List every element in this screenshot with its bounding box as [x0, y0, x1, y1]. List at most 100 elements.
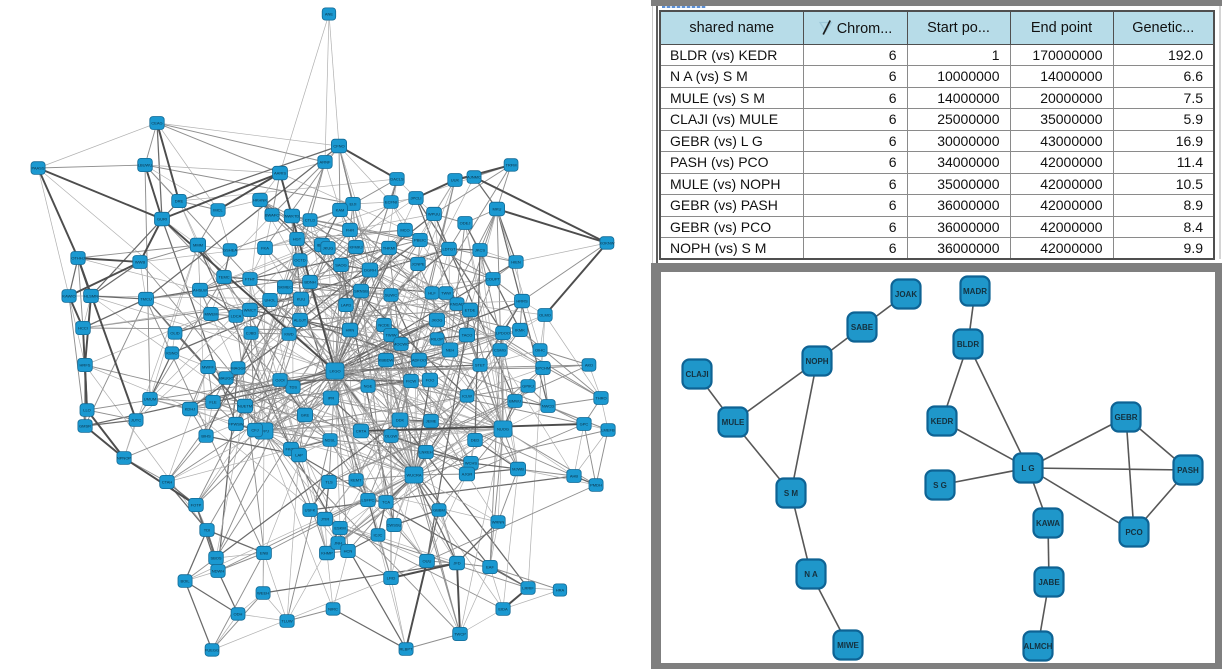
svg-text:TWW: TWW	[441, 291, 451, 296]
svg-text:MADR: MADR	[963, 287, 987, 296]
svg-text:LBUWU: LBUWU	[138, 163, 153, 168]
svg-text:LKGO: LKGO	[329, 369, 340, 374]
svg-text:THKMI: THKMI	[383, 246, 395, 251]
svg-text:KEMT: KEMT	[350, 478, 362, 483]
svg-text:AHB: AHB	[570, 474, 579, 479]
svg-text:NDWH: NDWH	[212, 569, 225, 574]
svg-text:WWB: WWB	[135, 260, 146, 265]
svg-text:ODEJ: ODEJ	[460, 221, 471, 226]
svg-text:KHMP: KHMP	[321, 551, 333, 556]
svg-text:THRO: THRO	[595, 396, 606, 401]
svg-text:PCO: PCO	[1125, 528, 1142, 537]
svg-text:TLUW: TLUW	[281, 619, 293, 624]
svg-text:USFK: USFK	[305, 508, 316, 513]
svg-text:KDHJ: KDHJ	[185, 407, 195, 412]
svg-text:SABE: SABE	[851, 323, 874, 332]
svg-text:PASH: PASH	[1177, 466, 1199, 475]
svg-text:TACO: TACO	[462, 333, 473, 338]
svg-text:CTAH: CTAH	[162, 480, 173, 485]
svg-text:MULE: MULE	[722, 418, 745, 427]
svg-text:KNDAD: KNDAD	[450, 302, 464, 307]
svg-text:TRFM: TRFM	[505, 163, 516, 168]
svg-text:KSNO: KSNO	[166, 351, 177, 356]
svg-text:L G: L G	[1021, 464, 1034, 473]
svg-text:CSMG: CSMG	[494, 348, 506, 353]
svg-text:EAF: EAF	[486, 565, 494, 570]
svg-text:NIRC: NIRC	[328, 607, 338, 612]
svg-text:LPDOO: LPDOO	[496, 331, 510, 336]
svg-text:GPC: GPC	[580, 422, 589, 427]
svg-text:FUEGG: FUEGG	[205, 648, 219, 653]
svg-text:IPR: IPR	[328, 396, 335, 401]
svg-text:JUTC: JUTC	[131, 418, 141, 423]
svg-text:SAOG: SAOG	[335, 263, 347, 268]
svg-text:DGRH: DGRH	[364, 268, 376, 273]
svg-text:ALGJT: ALGJT	[294, 318, 307, 323]
svg-text:TLS: TLS	[325, 480, 333, 485]
svg-text:NPNOP: NPNOP	[117, 456, 132, 461]
svg-text:ODH: ODH	[234, 612, 243, 617]
svg-text:FOO: FOO	[426, 378, 435, 383]
svg-text:BWAFC: BWAFC	[265, 213, 279, 218]
svg-text:HRA: HRA	[556, 588, 565, 593]
svg-text:NUETM: NUETM	[238, 404, 252, 409]
svg-text:LFID: LFID	[387, 576, 396, 581]
svg-text:LAPD: LAPD	[341, 303, 352, 308]
svg-text:UUK: UUK	[451, 178, 460, 183]
svg-text:MIWE: MIWE	[837, 641, 859, 650]
svg-text:TCA: TCA	[382, 500, 390, 505]
svg-text:JABE: JABE	[1038, 578, 1060, 587]
svg-text:GSHEA: GSHEA	[223, 248, 237, 253]
svg-text:HRN: HRN	[346, 328, 355, 333]
svg-text:JKOG: JKOG	[432, 318, 443, 323]
svg-text:AKD: AKD	[585, 363, 593, 368]
svg-text:ICLW: ICLW	[462, 394, 472, 399]
svg-text:JEME: JEME	[426, 419, 437, 424]
svg-text:KAM: KAM	[336, 208, 345, 213]
svg-text:TWIW: TWIW	[385, 333, 396, 338]
svg-text:GMSR: GMSR	[79, 424, 91, 429]
svg-text:NWCD: NWCD	[542, 404, 555, 409]
svg-text:FICW: FICW	[406, 379, 416, 384]
svg-text:NWKTD: NWKTD	[285, 214, 300, 219]
svg-text:CTLD: CTLD	[305, 218, 316, 223]
svg-text:NUOG: NUOG	[497, 427, 509, 432]
svg-text:MKU: MKU	[493, 207, 502, 212]
svg-text:MAGGI: MAGGI	[231, 366, 244, 371]
svg-text:AARIS: AARIS	[274, 171, 286, 176]
svg-text:CEAG: CEAG	[151, 121, 162, 126]
svg-text:AJGR: AJGR	[462, 472, 473, 477]
svg-text:GBBM: GBBM	[433, 508, 445, 513]
svg-text:TDS: TDS	[289, 385, 297, 390]
svg-text:AHSLW: AHSLW	[193, 288, 207, 293]
svg-text:WCHS: WCHS	[465, 461, 478, 466]
svg-text:AJNMC: AJNMC	[467, 175, 481, 180]
svg-text:NEH: NEH	[446, 348, 455, 353]
svg-text:WEEH: WEEH	[257, 591, 269, 596]
svg-text:LRRIF: LRRIF	[522, 586, 534, 591]
svg-text:HRRS: HRRS	[516, 299, 528, 304]
svg-text:EPCHM: EPCHM	[536, 366, 550, 371]
svg-text:GKE: GKE	[301, 413, 310, 418]
svg-text:WUCRA: WUCRA	[406, 473, 421, 478]
svg-text:DDK: DDK	[396, 418, 405, 423]
svg-text:SFPJ: SFPJ	[259, 429, 269, 434]
svg-text:TWCP: TWCP	[454, 632, 466, 637]
svg-text:MWEM: MWEM	[204, 312, 217, 317]
svg-text:IMCL: IMCL	[213, 208, 223, 213]
svg-text:HLSMN: HLSMN	[84, 294, 98, 299]
svg-text:JOAK: JOAK	[895, 290, 917, 299]
svg-text:MMM: MMM	[193, 243, 203, 248]
svg-text:ENB: ENB	[260, 551, 269, 556]
svg-text:CRTA: CRTA	[356, 429, 367, 434]
svg-text:TMCU: TMCU	[140, 297, 152, 302]
svg-text:OTHHJ: OTHHJ	[71, 256, 84, 261]
svg-text:LDTGT: LDTGT	[442, 247, 456, 252]
svg-text:N A: N A	[804, 570, 818, 579]
svg-text:BDNH: BDNH	[304, 280, 315, 285]
svg-text:FLE: FLE	[209, 400, 217, 405]
svg-text:JPCLI: JPCLI	[411, 196, 422, 201]
svg-text:OUU: OUU	[423, 559, 432, 564]
svg-text:KBBDW: KBBDW	[379, 358, 394, 363]
svg-text:HGT: HGT	[293, 237, 302, 242]
